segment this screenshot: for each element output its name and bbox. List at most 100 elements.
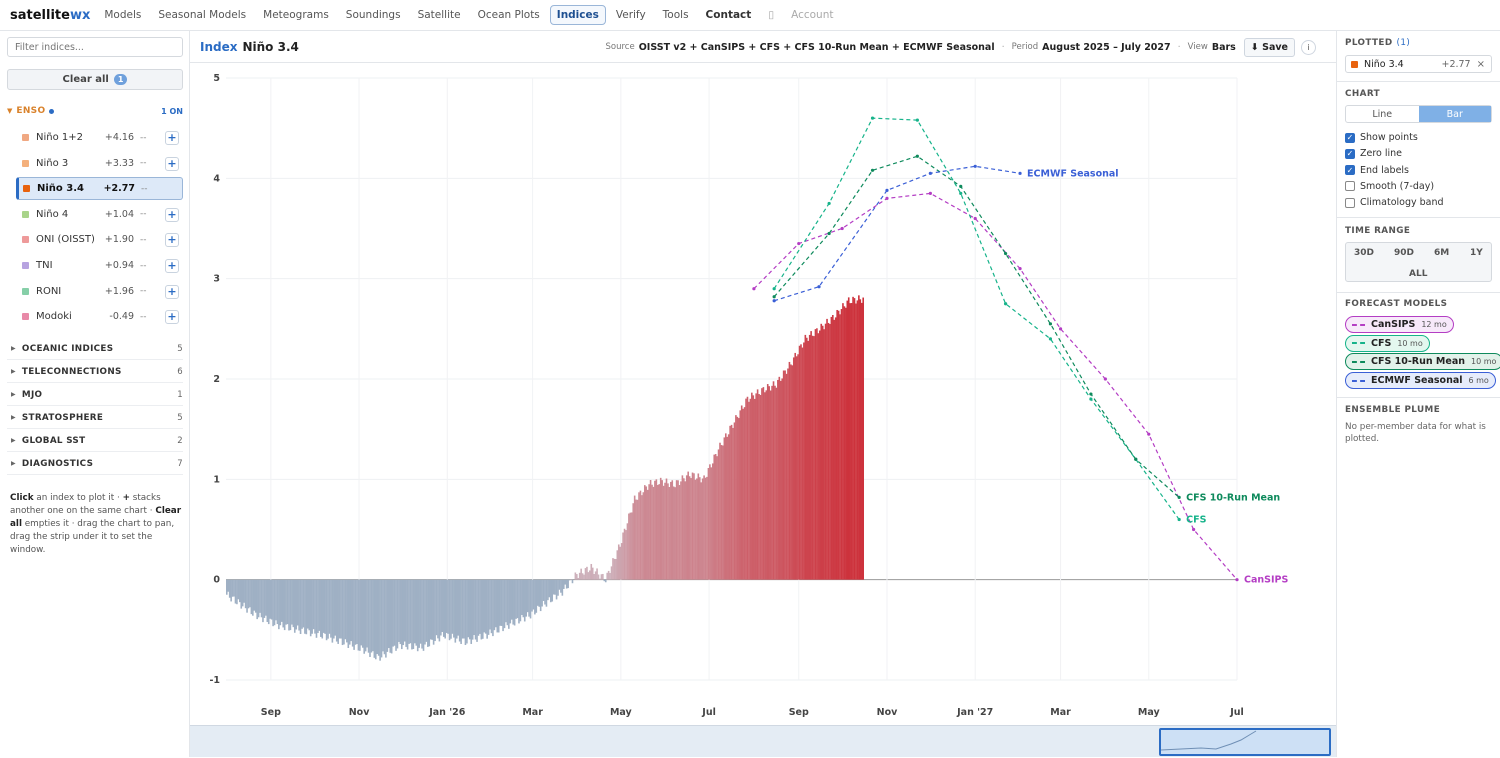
range-1y-button[interactable]: 1Y <box>1470 248 1483 258</box>
category-group[interactable]: ▶ OCEANIC INDICES 5 <box>7 338 183 360</box>
range-all-button[interactable]: ALL <box>1409 269 1427 279</box>
category-group[interactable]: ▶ GLOBAL SST 2 <box>7 430 183 452</box>
index-item[interactable]: RONI +1.96 --+ <box>16 280 183 303</box>
plotted-item[interactable]: Niño 3.4 +2.77 × <box>1345 55 1492 73</box>
index-item[interactable]: ONI (OISST) +1.90 --+ <box>16 228 183 251</box>
range-strip[interactable] <box>190 725 1336 757</box>
observed-bar <box>583 575 585 580</box>
observed-bar <box>648 484 650 579</box>
nav-soundings[interactable]: Soundings <box>346 9 401 21</box>
add-index-button[interactable]: + <box>165 233 179 247</box>
forecast-model-chip[interactable]: CFS 10-Run Mean 10 mo <box>1345 353 1500 370</box>
index-item[interactable]: TNI +0.94 --+ <box>16 254 183 277</box>
add-index-button[interactable]: + <box>165 259 179 273</box>
add-index-button[interactable]: + <box>165 157 179 171</box>
x-tick-label: Sep <box>789 707 809 718</box>
option-checkbox[interactable]: ✓ End labels <box>1345 165 1409 176</box>
nav-account[interactable]: Account <box>791 9 833 21</box>
brand-logo[interactable]: satellitewx <box>10 8 90 23</box>
nav-meteograms[interactable]: Meteograms <box>263 9 329 21</box>
checkbox-icon[interactable]: ✓ <box>1345 149 1355 159</box>
observed-bar <box>346 580 348 643</box>
observed-bar <box>232 580 234 597</box>
observed-bar <box>342 580 344 645</box>
category-group[interactable]: ▶ STRATOSPHERE 5 <box>7 407 183 429</box>
index-item[interactable]: Niño 4 +1.04 --+ <box>16 203 183 226</box>
nav-models[interactable]: Models <box>104 9 141 21</box>
checkbox-icon[interactable] <box>1345 198 1355 208</box>
index-item[interactable]: Niño 3 +3.33 --+ <box>16 152 183 175</box>
category-group[interactable]: ▶ MJO 1 <box>7 384 183 406</box>
observed-bar <box>491 580 493 634</box>
group-enso[interactable]: ▼ ENSO 1 ON <box>7 104 183 118</box>
range-30d-button[interactable]: 30D <box>1354 248 1374 258</box>
range-window-handle[interactable] <box>1159 728 1331 756</box>
observed-bar <box>407 580 409 650</box>
index-swatch <box>22 236 29 243</box>
filter-indices-input[interactable] <box>7 37 183 57</box>
observed-bar <box>350 580 352 641</box>
observed-bar <box>391 580 393 654</box>
mode-bar-button[interactable]: Bar <box>1419 106 1492 122</box>
nav-indices[interactable]: Indices <box>550 5 606 25</box>
category-name: GLOBAL SST <box>22 436 85 446</box>
view-value[interactable]: Bars <box>1212 42 1236 53</box>
forecast-model-chip[interactable]: CanSIPS 12 mo <box>1345 316 1454 333</box>
nav-seasonal-models[interactable]: Seasonal Models <box>158 9 246 21</box>
category-group[interactable]: ▶ DIAGNOSTICS 7 <box>7 453 183 475</box>
observed-bar <box>245 580 247 609</box>
view-key: View <box>1188 42 1208 52</box>
add-index-button[interactable]: + <box>165 131 179 145</box>
add-index-button[interactable]: + <box>165 310 179 324</box>
range-90d-button[interactable]: 90D <box>1394 248 1414 258</box>
forecast-model-chip[interactable]: ECMWF Seasonal 6 mo <box>1345 372 1496 389</box>
index-name: Modoki <box>36 311 98 322</box>
checkbox-icon[interactable]: ✓ <box>1345 165 1355 175</box>
chart-header: Index Niño 3.4 Source OISST v2 + CanSIPS… <box>190 31 1336 63</box>
observed-bar <box>410 580 412 644</box>
add-index-button[interactable]: + <box>165 285 179 299</box>
add-index-button[interactable]: + <box>165 208 179 222</box>
option-checkbox[interactable]: ✓ Show points <box>1345 132 1418 143</box>
x-tick-label: May <box>610 707 633 718</box>
observed-bar <box>382 580 384 652</box>
option-checkbox[interactable]: ✓ Zero line <box>1345 148 1402 159</box>
observed-bar <box>709 464 711 579</box>
category-group[interactable]: ▶ TELECONNECTIONS 6 <box>7 361 183 383</box>
index-item[interactable]: Modoki -0.49 --+ <box>16 305 183 328</box>
index-item[interactable]: Niño 1+2 +4.16 --+ <box>16 126 183 149</box>
observed-bar <box>240 580 242 609</box>
forecast-point <box>817 285 820 288</box>
observed-bar <box>293 580 295 627</box>
caret-right-icon: ▶ <box>11 460 16 467</box>
nav-satellite[interactable]: Satellite <box>418 9 461 21</box>
observed-bar <box>304 580 306 634</box>
close-icon[interactable]: × <box>1477 59 1485 70</box>
checkbox-icon[interactable]: ✓ <box>1345 133 1355 143</box>
nav-contact[interactable]: Contact <box>706 9 752 21</box>
category-count: 5 <box>177 413 183 423</box>
option-checkbox[interactable]: Smooth (7-day) <box>1345 181 1434 192</box>
nav-verify[interactable]: Verify <box>616 9 646 21</box>
save-button[interactable]: ⬇ Save <box>1244 38 1295 57</box>
observed-bar <box>849 303 851 580</box>
forecast-model-chip[interactable]: CFS 10 mo <box>1345 335 1430 352</box>
observed-bar <box>793 357 795 579</box>
index-item[interactable]: Niño 3.4 +2.77 -- <box>16 177 183 200</box>
range-6m-button[interactable]: 6M <box>1434 248 1449 258</box>
option-checkbox[interactable]: Climatology band <box>1345 197 1444 208</box>
theme-icon[interactable]: ▯ <box>768 9 774 21</box>
checkbox-icon[interactable] <box>1345 181 1355 191</box>
observed-bar <box>447 580 449 634</box>
nav-tools[interactable]: Tools <box>663 9 689 21</box>
observed-bar <box>603 580 605 581</box>
forecast-point <box>1192 528 1195 531</box>
nav-ocean-plots[interactable]: Ocean Plots <box>478 9 540 21</box>
mode-line-button[interactable]: Line <box>1346 106 1419 122</box>
observed-bar <box>314 580 316 634</box>
observed-bar <box>546 580 548 607</box>
observed-bar <box>739 410 741 579</box>
info-icon[interactable]: i <box>1301 40 1316 55</box>
